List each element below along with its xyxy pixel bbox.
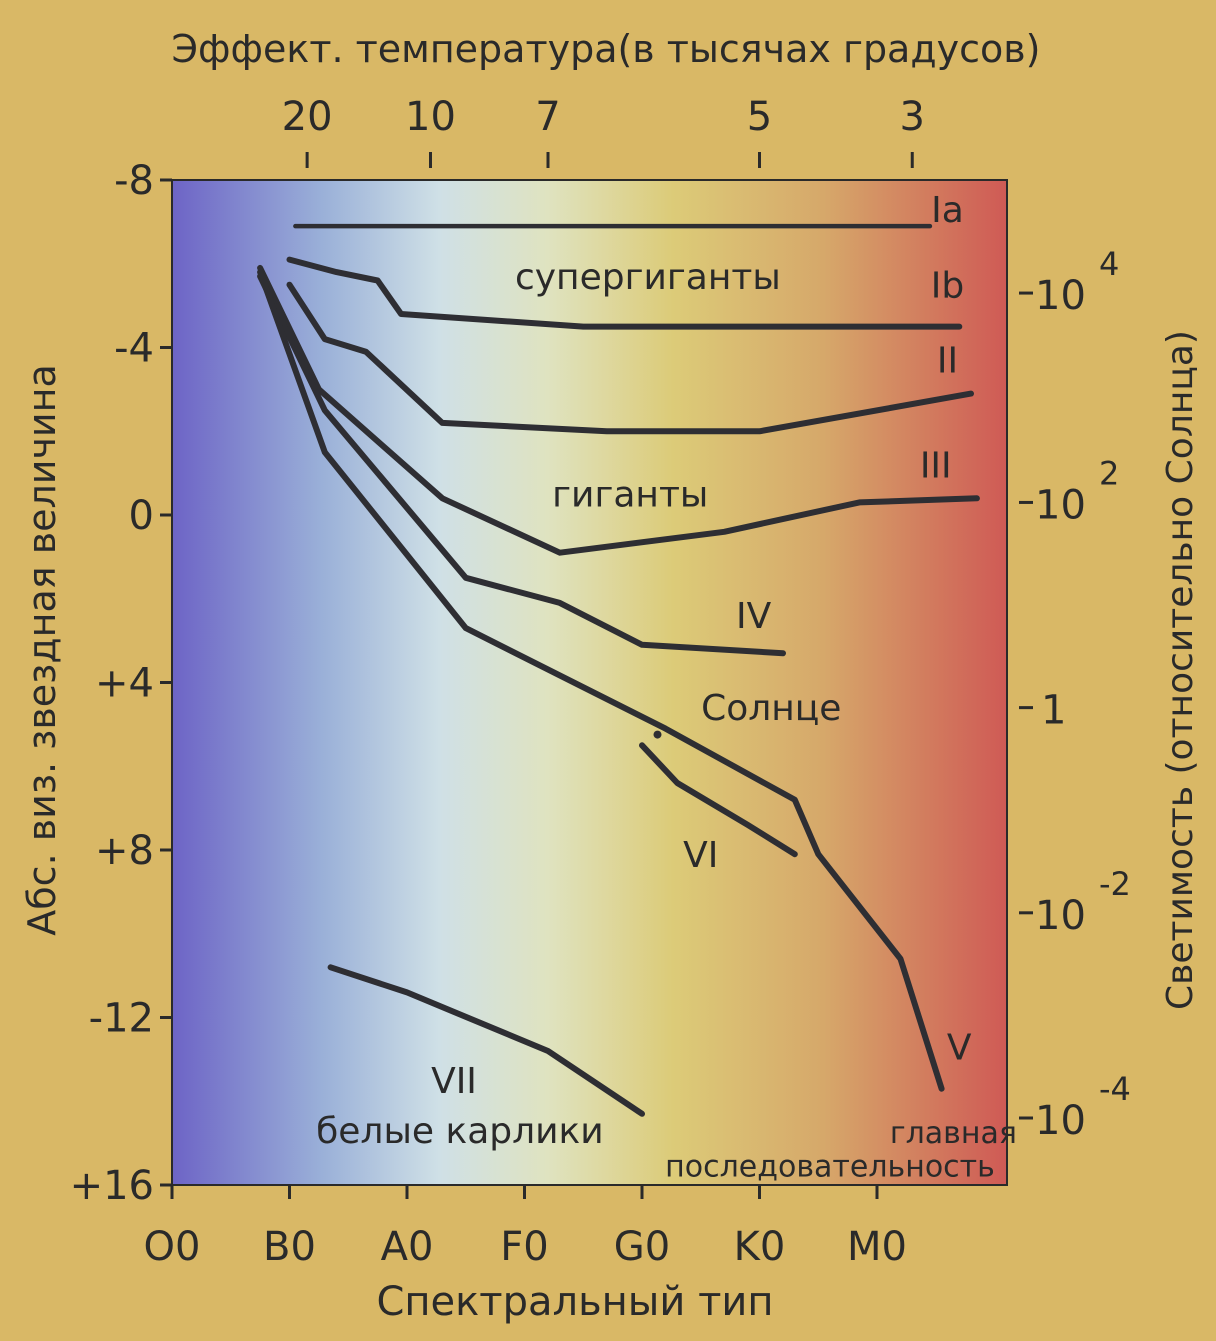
right-tick-base: 10 (1035, 1098, 1086, 1144)
right-tick-exponent: -2 (1099, 865, 1131, 903)
series-label-iv: IV (736, 596, 772, 637)
top-tick-label: 7 (535, 94, 560, 140)
right-tick-base: 10 (1035, 893, 1086, 939)
right-tick-base: 10 (1035, 482, 1086, 528)
luminosity-class-curve-vi (639, 742, 798, 858)
series-label-ii: II (937, 341, 958, 382)
curves-layer (257, 223, 980, 1117)
right-tick-base: 10 (1035, 273, 1086, 319)
x-tick-label: B0 (263, 1224, 316, 1270)
y-tick-label: -12 (89, 996, 154, 1042)
luminosity-class-curve-iii (257, 264, 980, 556)
x-tick-label: A0 (381, 1224, 434, 1270)
series-label-v: V (947, 1027, 972, 1068)
y-tick-label: +4 (95, 661, 154, 707)
series-label-ib: Ib (931, 265, 964, 306)
luminosity-class-curve-vii (327, 964, 645, 1117)
top-tick-label: 20 (282, 94, 333, 140)
series-label-ia: Ia (931, 190, 964, 231)
annotation-3: белые карлики (316, 1111, 604, 1152)
y-tick-label: +8 (95, 828, 154, 874)
x-tick-label: K0 (734, 1224, 786, 1270)
annotation-4: главная (890, 1116, 1017, 1151)
luminosity-class-curve-v (257, 269, 945, 1092)
chart-title: Эффект. температура(в тысячах градусов) (172, 27, 1041, 71)
x-axis-label: Спектральный тип (376, 1279, 773, 1325)
luminosity-class-curve-ib (286, 256, 963, 330)
annotation-1: гиганты (552, 475, 708, 516)
right-tick-label: 1 (1041, 688, 1066, 734)
y-tick-label: -4 (114, 326, 154, 372)
y-axis-label: Абс. виз. звездная величина (20, 364, 64, 936)
series-label-vii: VII (431, 1061, 477, 1102)
annotation-2: Солнце (701, 688, 841, 729)
right-tick-exponent: -4 (1099, 1070, 1131, 1108)
y2-axis-label: Светимость (относительно Солнца) (1160, 330, 1201, 1010)
x-tick-label: O0 (144, 1224, 201, 1270)
x-tick-label: G0 (614, 1224, 670, 1270)
y-tick-label: -8 (114, 158, 154, 204)
luminosity-class-curve-iv (257, 273, 786, 657)
top-tick-label: 10 (405, 94, 456, 140)
top-tick-label: 5 (747, 94, 772, 140)
plot-background (171, 179, 1008, 1186)
x-tick-label: F0 (500, 1224, 548, 1270)
top-tick-label: 3 (900, 94, 925, 140)
labels-layer: IaIbIIIIIIVVIVIIVсупергигантыгигантыСолн… (316, 190, 1017, 1185)
y-tick-label: 0 (129, 493, 154, 539)
sun-marker (653, 730, 662, 739)
x-tick-label: M0 (847, 1224, 907, 1270)
series-label-iii: III (920, 445, 952, 486)
right-tick-exponent: 2 (1099, 454, 1119, 492)
series-label-vi: VI (683, 835, 718, 876)
annotation-5: последовательность (665, 1150, 995, 1185)
luminosity-class-curve-ii (286, 281, 974, 435)
y-tick-label: +16 (70, 1163, 154, 1209)
right-tick-exponent: 4 (1099, 245, 1119, 283)
annotation-0: супергиганты (515, 257, 781, 298)
